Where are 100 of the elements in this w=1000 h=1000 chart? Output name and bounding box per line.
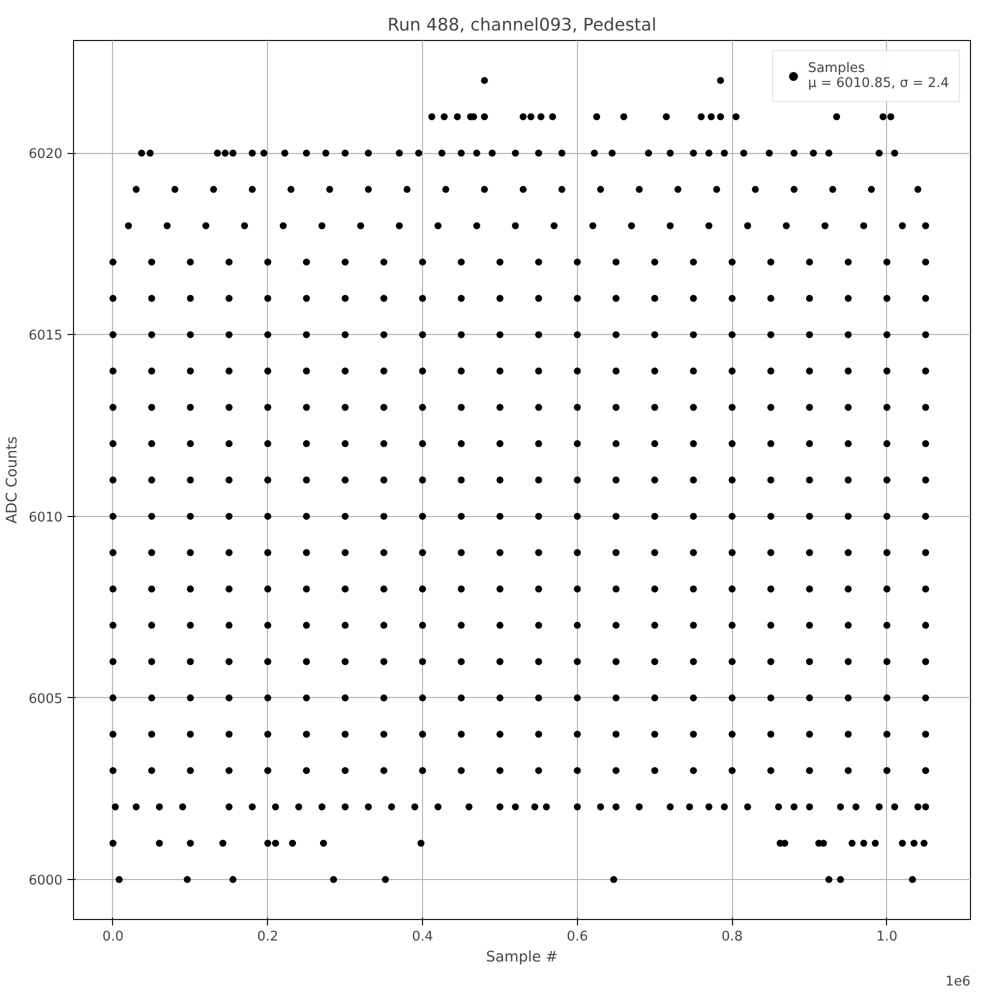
point bbox=[512, 803, 519, 810]
point bbox=[666, 803, 674, 810]
point bbox=[574, 803, 581, 810]
point bbox=[651, 294, 658, 302]
point bbox=[264, 294, 272, 302]
point bbox=[550, 222, 558, 230]
point bbox=[148, 331, 156, 338]
y-tick-label: 6005 bbox=[28, 692, 63, 707]
point bbox=[535, 730, 542, 738]
point bbox=[465, 803, 472, 810]
point bbox=[883, 368, 890, 375]
point bbox=[574, 549, 581, 556]
point bbox=[922, 658, 930, 666]
point bbox=[302, 658, 310, 666]
point bbox=[124, 222, 132, 230]
point bbox=[844, 476, 852, 484]
point bbox=[458, 512, 465, 520]
point bbox=[705, 222, 712, 230]
point bbox=[458, 150, 465, 157]
point bbox=[574, 512, 581, 520]
point bbox=[914, 803, 922, 810]
point bbox=[396, 150, 403, 157]
point bbox=[767, 258, 774, 266]
point bbox=[248, 150, 256, 157]
point bbox=[651, 622, 658, 629]
point bbox=[342, 368, 349, 375]
point bbox=[226, 585, 233, 592]
point bbox=[767, 368, 774, 375]
point bbox=[574, 440, 581, 448]
point bbox=[264, 368, 272, 375]
point bbox=[636, 186, 643, 193]
point bbox=[109, 404, 116, 411]
point bbox=[419, 730, 426, 738]
point bbox=[109, 331, 116, 338]
point bbox=[535, 549, 542, 556]
point bbox=[590, 150, 598, 157]
point bbox=[428, 113, 436, 120]
point bbox=[380, 476, 388, 484]
point bbox=[825, 150, 832, 157]
point bbox=[790, 150, 798, 157]
point bbox=[883, 440, 890, 448]
point bbox=[109, 840, 116, 847]
point bbox=[458, 440, 465, 448]
point bbox=[380, 331, 388, 338]
point bbox=[186, 549, 194, 556]
point bbox=[717, 76, 724, 84]
point bbox=[806, 549, 814, 556]
point bbox=[806, 694, 814, 702]
point bbox=[109, 730, 116, 738]
point bbox=[922, 512, 930, 520]
point bbox=[806, 476, 814, 484]
point bbox=[419, 368, 426, 375]
point bbox=[302, 549, 310, 556]
x-tick-label: 0.4 bbox=[412, 930, 434, 944]
point bbox=[612, 294, 620, 302]
point bbox=[690, 658, 697, 666]
point bbox=[844, 368, 852, 375]
point bbox=[380, 549, 388, 556]
point bbox=[612, 512, 620, 520]
point bbox=[109, 258, 116, 266]
point bbox=[728, 368, 736, 375]
point bbox=[272, 840, 279, 847]
point bbox=[179, 803, 186, 810]
point bbox=[148, 512, 156, 520]
point bbox=[342, 440, 349, 448]
point bbox=[210, 186, 218, 193]
point bbox=[767, 294, 774, 302]
point bbox=[342, 150, 349, 157]
point bbox=[612, 258, 620, 266]
point bbox=[438, 150, 446, 157]
point bbox=[264, 622, 272, 629]
x-tick-label: 0.2 bbox=[257, 930, 278, 944]
point bbox=[302, 258, 310, 266]
point bbox=[148, 767, 156, 774]
point bbox=[708, 113, 715, 120]
point bbox=[186, 258, 194, 266]
legend-label: Samples μ = 6010.85, σ = 2.4 bbox=[808, 61, 949, 91]
point bbox=[790, 186, 798, 193]
point bbox=[496, 258, 504, 266]
point bbox=[226, 549, 233, 556]
point bbox=[728, 404, 736, 411]
point bbox=[620, 113, 628, 120]
point bbox=[342, 803, 349, 810]
point bbox=[454, 113, 461, 120]
point bbox=[589, 222, 596, 230]
point bbox=[419, 440, 426, 448]
point bbox=[473, 150, 480, 157]
point bbox=[520, 186, 527, 193]
point bbox=[458, 294, 465, 302]
point bbox=[419, 476, 426, 484]
point bbox=[612, 767, 620, 774]
point bbox=[535, 658, 542, 666]
point bbox=[264, 694, 272, 702]
point bbox=[496, 368, 504, 375]
point bbox=[612, 803, 620, 810]
point bbox=[132, 803, 140, 810]
point bbox=[419, 331, 426, 338]
point bbox=[908, 876, 916, 884]
point bbox=[767, 331, 774, 338]
point bbox=[574, 658, 581, 666]
